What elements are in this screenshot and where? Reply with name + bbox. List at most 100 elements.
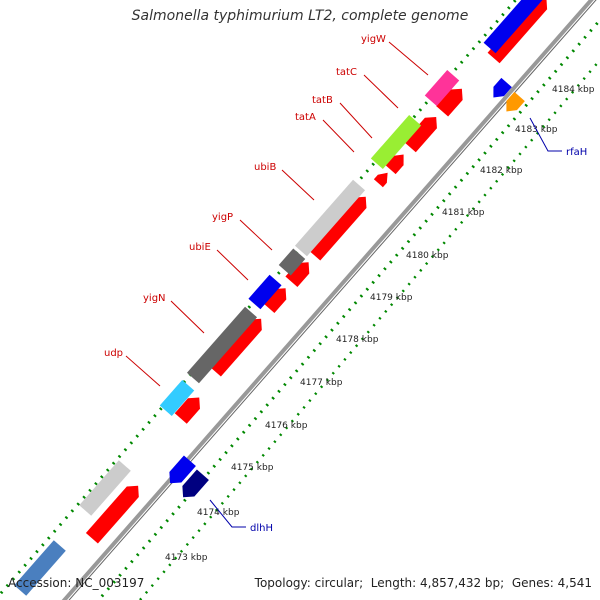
gene-forward-tatA-shape (373, 172, 388, 188)
scale-tick-label: 4175 kbp (231, 463, 274, 473)
gene-forward-ubiB-shape (308, 196, 367, 261)
scale-tick-label: 4176 kbp (265, 421, 308, 431)
gene-forward-yigN (208, 318, 262, 377)
gene-forward-top (487, 0, 548, 64)
leader-line-ubiB (281, 169, 315, 201)
gene-outer-yigN (186, 306, 258, 384)
gene-forward-ubiE (262, 288, 287, 314)
accession-value: NC_003197 (75, 576, 145, 590)
gene-reverse-2 (493, 77, 512, 98)
gene-reverse-dlhH (182, 469, 209, 498)
genes-value: 4,541 (557, 576, 592, 590)
gene-outer-gray-1-shape (79, 460, 131, 516)
gene-outer-tatB-shape (370, 114, 422, 170)
gene-outer-ubiB-shape (294, 179, 366, 257)
gene-label-udp: udp (104, 348, 123, 359)
leader-line-tatB (339, 102, 373, 139)
gene-forward-tatB (385, 154, 404, 175)
gene-outer-yigP (278, 248, 306, 276)
gene-outer-top (483, 0, 543, 54)
scale-tick-label: 4182 kbp (480, 166, 523, 176)
gene-forward-yigN-shape (208, 318, 262, 377)
gene-outer-udp (159, 379, 195, 417)
map-title: Salmonella typhimurium LT2, complete gen… (131, 8, 469, 24)
gene-outer-udp-shape (159, 379, 195, 417)
topology-value: circular (314, 576, 360, 590)
gene-reverse-dlhH-shape (182, 469, 209, 498)
gene-reverse-rfaH (506, 91, 525, 112)
gene-reverse-rfaH-shape (506, 91, 525, 112)
gene-label-tatB: tatB (312, 95, 333, 106)
gene-forward-yigP-shape (285, 262, 310, 288)
gene-outer-tatC (424, 69, 460, 107)
scale-tick-label: 4174 kbp (197, 508, 240, 518)
gene-reverse-2-shape (493, 77, 512, 98)
gene-label-rfaH: rfaH (566, 147, 587, 158)
scale-tick-label: 4173 kbp (165, 553, 208, 563)
leader-line-dlhH (209, 499, 246, 528)
leader-line-ubiE (216, 249, 249, 281)
inner-dotted-guide-2 (139, 59, 600, 600)
gene-label-tatA: tatA (295, 112, 316, 123)
gene-outer-yigP-shape (278, 248, 306, 276)
leader-line-rfaH (529, 117, 562, 152)
scale-tick-label: 4181 kbp (442, 208, 485, 218)
gene-forward-tatA (373, 172, 388, 188)
scale-tick-label: 4177 kbp (300, 378, 343, 388)
gene-labels: yigW tatC tatB tatA ubiB yigP ubiE yigN udp rfaH d… (104, 34, 587, 534)
gene-label-ubiB: ubiB (254, 162, 276, 173)
leader-line-yigW (388, 41, 429, 76)
gene-label-yigN: yigN (143, 293, 166, 304)
gene-forward-ubiB (308, 196, 367, 261)
length-value: 4,857,432 bp (420, 576, 501, 590)
leader-line-tatA (322, 119, 355, 153)
gene-forward-tatC (403, 117, 437, 153)
gene-outer-gray-1 (79, 460, 131, 516)
gene-outer-tatB (370, 114, 422, 170)
gene-forward-top-shape (487, 0, 548, 64)
gene-forward-1 (85, 485, 139, 544)
gene-forward-ubiE-shape (262, 288, 287, 314)
gene-forward-tatC-shape (403, 117, 437, 153)
leader-line-udp (125, 355, 161, 387)
leader-line-tatC (363, 74, 399, 109)
genome-summary: Topology: circular; Length: 4,857,432 bp… (254, 576, 592, 590)
gene-label-tatC: tatC (336, 67, 357, 78)
gene-forward-udp-shape (174, 397, 200, 424)
gene-outer-ubiE-shape (248, 274, 282, 310)
gene-outer-yigN-shape (186, 306, 258, 384)
gene-outer-ubiB (294, 179, 366, 257)
leader-line-yigN (170, 300, 205, 334)
gene-forward-tatB-shape (385, 154, 404, 175)
topology-label: Topology: (254, 576, 311, 590)
gene-label-dlhH: dlhH (250, 523, 273, 534)
genome-backbone (61, 0, 594, 600)
gene-outer-top-shape (483, 0, 543, 54)
gene-label-yigP: yigP (212, 212, 233, 223)
gene-forward-yigW (436, 88, 463, 117)
gene-forward-udp (174, 397, 200, 424)
inner-dotted-guide (96, 19, 600, 600)
gene-reverse-1-shape (169, 455, 196, 484)
scale-tick-label: 4180 kbp (406, 251, 449, 261)
gene-forward-1-shape (85, 485, 139, 544)
gene-label-ubiE: ubiE (189, 242, 211, 253)
gene-outer-tatC-shape (424, 69, 460, 107)
scale-tick-label: 4178 kbp (336, 335, 379, 345)
accession-info: Accession: NC_003197 (8, 576, 144, 590)
gene-features (14, 0, 548, 596)
gene-label-yigW: yigW (361, 34, 386, 45)
gene-outer-ubiE (248, 274, 282, 310)
scale-tick-label: 4179 kbp (370, 293, 413, 303)
gene-reverse-1 (169, 455, 196, 484)
scale-tick-label: 4184 kbp (552, 85, 595, 95)
genes-label: Genes: (511, 576, 554, 590)
gene-outer-steel (14, 540, 66, 596)
gene-forward-yigW-shape (436, 88, 463, 117)
gene-outer-steel-shape (14, 540, 66, 596)
length-label: Length: (370, 576, 417, 590)
accession-label: Accession: (8, 576, 72, 590)
leader-line-yigP (239, 219, 273, 251)
gene-forward-yigP (285, 262, 310, 288)
